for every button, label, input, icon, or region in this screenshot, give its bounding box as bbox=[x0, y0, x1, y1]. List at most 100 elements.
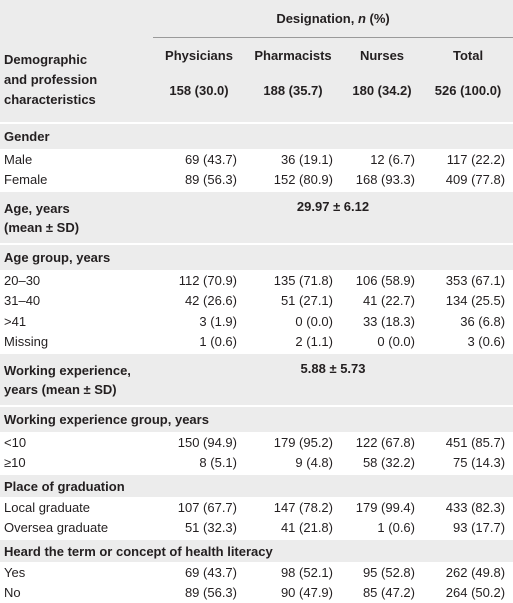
cell-value: 69 (43.7) bbox=[153, 149, 245, 170]
cell-value: 69 (43.7) bbox=[153, 562, 245, 583]
cell-value: 150 (94.9) bbox=[153, 432, 245, 453]
row-label: >41 bbox=[0, 311, 153, 332]
cell-value: 93 (17.7) bbox=[423, 518, 513, 540]
blank-cell bbox=[0, 0, 153, 38]
cell-value: 1 (0.6) bbox=[153, 332, 245, 354]
column-header: Pharmacists 188 (35.7) bbox=[245, 38, 341, 124]
cell-value: 89 (56.3) bbox=[153, 583, 245, 603]
row-header-line: Demographic bbox=[4, 50, 149, 70]
section-title: Working experience group, years bbox=[0, 406, 513, 432]
summary-label: Age, years(mean ± SD) bbox=[0, 191, 153, 244]
cell-value: 353 (67.1) bbox=[423, 270, 513, 291]
summary-row: Working experience,years (mean ± SD)5.88… bbox=[0, 353, 513, 406]
cell-value: 58 (32.2) bbox=[341, 453, 423, 475]
cell-value: 98 (52.1) bbox=[245, 562, 341, 583]
section-title: Gender bbox=[0, 123, 513, 149]
section-row: Heard the term or concept of health lite… bbox=[0, 539, 513, 562]
row-label: Yes bbox=[0, 562, 153, 583]
cell-value: 262 (49.8) bbox=[423, 562, 513, 583]
group-header: Designation, n (%) bbox=[153, 0, 513, 38]
summary-label: Working experience,years (mean ± SD) bbox=[0, 353, 153, 406]
cell-value: 36 (19.1) bbox=[245, 149, 341, 170]
cell-value: 179 (99.4) bbox=[341, 497, 423, 518]
cell-value: 3 (1.9) bbox=[153, 311, 245, 332]
column-count: 188 (35.7) bbox=[249, 83, 337, 98]
row-label: Local graduate bbox=[0, 497, 153, 518]
row-label: ≥10 bbox=[0, 453, 153, 475]
cell-value: 51 (32.3) bbox=[153, 518, 245, 540]
summary-label-line: (mean ± SD) bbox=[4, 218, 149, 237]
row-header-line: characteristics bbox=[4, 90, 149, 110]
cell-value: 0 (0.0) bbox=[341, 332, 423, 354]
cell-value: 41 (22.7) bbox=[341, 291, 423, 312]
cell-value: 2 (1.1) bbox=[245, 332, 341, 354]
cell-value: 107 (67.7) bbox=[153, 497, 245, 518]
group-header-text: (%) bbox=[366, 11, 390, 26]
row-label: Missing bbox=[0, 332, 153, 354]
column-name: Physicians bbox=[157, 48, 241, 63]
cell-value: 264 (50.2) bbox=[423, 583, 513, 603]
cell-value: 409 (77.8) bbox=[423, 170, 513, 192]
cell-value: 0 (0.0) bbox=[245, 311, 341, 332]
row-label: 31–40 bbox=[0, 291, 153, 312]
row-label: Female bbox=[0, 170, 153, 192]
row-label: <10 bbox=[0, 432, 153, 453]
column-name: Nurses bbox=[345, 48, 419, 63]
cell-value: 135 (71.8) bbox=[245, 270, 341, 291]
cell-value: 152 (80.9) bbox=[245, 170, 341, 192]
header-row: Demographic and profession characteristi… bbox=[0, 38, 513, 124]
row-label: Oversea graduate bbox=[0, 518, 153, 540]
cell-value: 179 (95.2) bbox=[245, 432, 341, 453]
section-row: Age group, years bbox=[0, 244, 513, 270]
cell-value: 95 (52.8) bbox=[341, 562, 423, 583]
column-count: 526 (100.0) bbox=[427, 83, 509, 98]
row-label: 20–30 bbox=[0, 270, 153, 291]
section-row: Working experience group, years bbox=[0, 406, 513, 432]
section-title: Heard the term or concept of health lite… bbox=[0, 539, 513, 562]
cell-value: 122 (67.8) bbox=[341, 432, 423, 453]
summary-row: Age, years(mean ± SD)29.97 ± 6.12 bbox=[0, 191, 513, 244]
summary-value: 5.88 ± 5.73 bbox=[153, 353, 513, 406]
cell-value: 75 (14.3) bbox=[423, 453, 513, 475]
cell-value: 42 (26.6) bbox=[153, 291, 245, 312]
summary-label-line: Working experience, bbox=[4, 361, 149, 380]
group-header-text: Designation, bbox=[276, 11, 358, 26]
cell-value: 117 (22.2) bbox=[423, 149, 513, 170]
column-name: Pharmacists bbox=[249, 48, 337, 63]
cell-value: 106 (58.9) bbox=[341, 270, 423, 291]
cell-value: 134 (25.5) bbox=[423, 291, 513, 312]
row-label: No bbox=[0, 583, 153, 603]
section-title: Age group, years bbox=[0, 244, 513, 270]
row-header: Demographic and profession characteristi… bbox=[0, 38, 153, 124]
cell-value: 8 (5.1) bbox=[153, 453, 245, 475]
cell-value: 89 (56.3) bbox=[153, 170, 245, 192]
section-row: Place of graduation bbox=[0, 474, 513, 497]
row-header-line: and profession bbox=[4, 70, 149, 90]
group-header-n: n bbox=[358, 11, 366, 26]
cell-value: 3 (0.6) bbox=[423, 332, 513, 354]
summary-value: 29.97 ± 6.12 bbox=[153, 191, 513, 244]
cell-value: 433 (82.3) bbox=[423, 497, 513, 518]
cell-value: 168 (93.3) bbox=[341, 170, 423, 192]
cell-value: 51 (27.1) bbox=[245, 291, 341, 312]
cell-value: 9 (4.8) bbox=[245, 453, 341, 475]
row-label: Male bbox=[0, 149, 153, 170]
section-title: Place of graduation bbox=[0, 474, 513, 497]
